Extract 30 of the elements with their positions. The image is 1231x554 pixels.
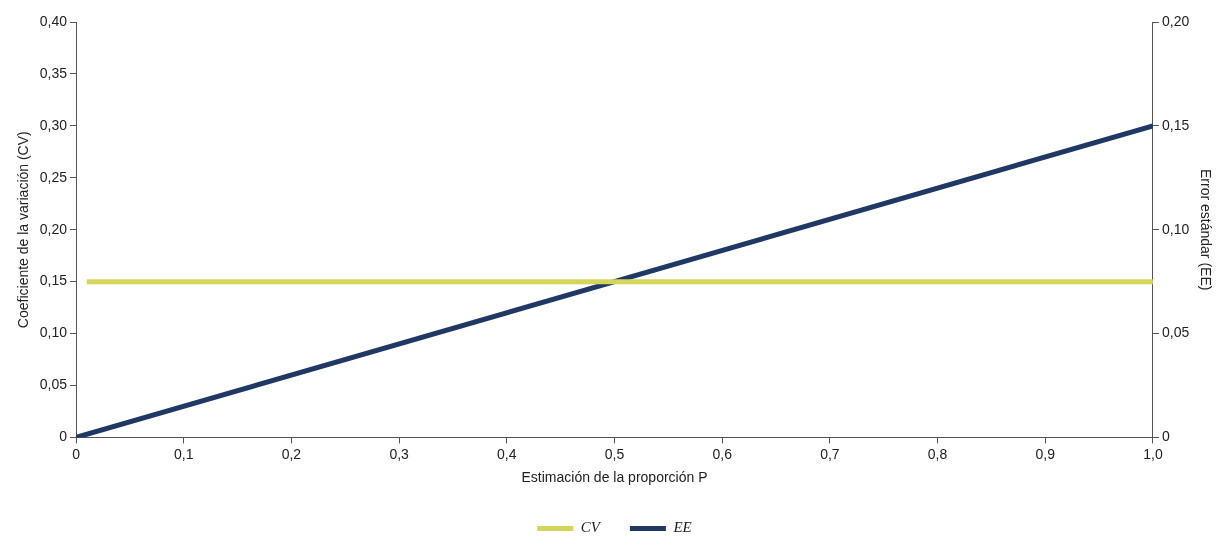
x-tick-label: 0,7: [820, 445, 840, 462]
x-tick-label: 0,3: [389, 445, 410, 462]
y2-tick-label: 0,10: [1161, 220, 1190, 237]
y-tick-label: 0,40: [39, 12, 68, 29]
x-tick-label: 0: [72, 445, 81, 462]
y-tick-label: 0: [59, 428, 68, 445]
y-tick-label: 0,10: [39, 324, 68, 341]
x-tick-label: 0,2: [281, 445, 302, 462]
x-tick-label: 0,4: [497, 445, 517, 462]
y2-tick-label: 0,05: [1161, 324, 1190, 341]
legend-label: CV: [580, 519, 602, 536]
x-tick-label: 0,8: [927, 445, 948, 462]
y-tick-label: 0,20: [39, 220, 68, 237]
legend-label: EE: [672, 519, 692, 536]
y-tick-label: 0,15: [39, 272, 68, 289]
y-tick-label: 0,25: [39, 168, 68, 185]
y2-axis-title: Error estándar (EE): [1197, 169, 1214, 291]
y-axis-title: Coeficiente de la variación (CV): [15, 131, 32, 329]
x-tick-label: 0,6: [712, 445, 733, 462]
y2-tick-label: 0,15: [1161, 116, 1190, 133]
y-tick-label: 0,35: [39, 64, 68, 81]
x-tick-label: 1,0: [1143, 445, 1163, 462]
x-tick-label: 0,1: [174, 445, 194, 462]
x-tick-label: 0,5: [604, 445, 625, 462]
y-tick-label: 0,05: [39, 376, 68, 393]
x-tick-label: 0,9: [1035, 445, 1056, 462]
y2-tick-label: 0,20: [1161, 12, 1190, 29]
y2-tick-label: 0: [1161, 428, 1170, 445]
x-axis-title: Estimación de la proporción P: [521, 469, 708, 486]
y-tick-label: 0,30: [39, 116, 68, 133]
